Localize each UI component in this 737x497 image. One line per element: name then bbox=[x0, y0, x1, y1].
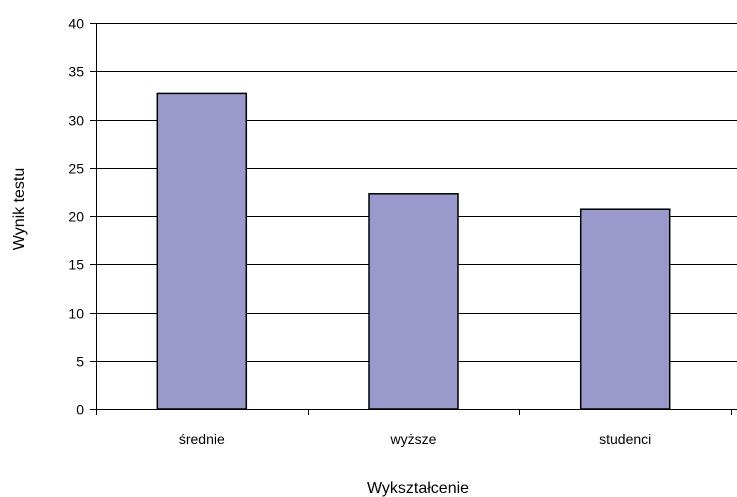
bar-0 bbox=[156, 92, 248, 410]
y-axis-title: Wynik testu bbox=[11, 168, 28, 251]
y-tick-label: 40 bbox=[68, 16, 84, 32]
y-tick-label: 30 bbox=[68, 113, 84, 129]
x-tick-label: studenci bbox=[599, 431, 651, 447]
y-tick-labels: 0 5 10 15 20 25 30 35 40 bbox=[68, 16, 84, 418]
x-tick-label: średnie bbox=[179, 431, 225, 447]
bar-2 bbox=[579, 208, 671, 410]
axes bbox=[90, 23, 737, 415]
x-tick-labels: średnie wyższe studenci bbox=[179, 431, 651, 447]
y-tick-label: 15 bbox=[68, 257, 84, 273]
y-tick-label: 5 bbox=[76, 354, 84, 370]
y-tick-label: 0 bbox=[76, 402, 84, 418]
bar-1 bbox=[368, 193, 459, 410]
y-tick-label: 10 bbox=[68, 306, 84, 322]
bars bbox=[156, 92, 671, 410]
y-tick-label: 20 bbox=[68, 209, 84, 225]
x-tick-label: wyższe bbox=[390, 431, 437, 447]
x-axis-title: Wykształcenie bbox=[367, 480, 469, 497]
y-tick-label: 35 bbox=[68, 64, 84, 80]
y-tick-label: 25 bbox=[68, 161, 84, 177]
